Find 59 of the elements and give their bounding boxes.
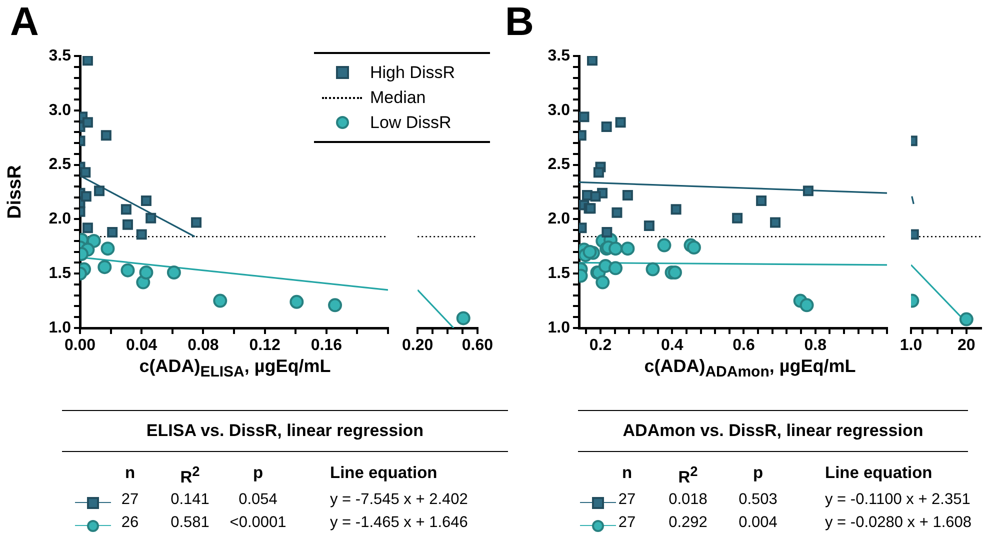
text: 27	[121, 491, 139, 508]
text: 0.503	[738, 491, 778, 509]
text: 0.054	[238, 491, 278, 509]
y-tick-label: 2.0	[48, 210, 72, 228]
text: p	[752, 464, 764, 483]
x-tick-label: 0.2	[589, 337, 612, 354]
text: R$^{2}$	[677, 464, 699, 488]
x-tick-label: 0.08	[188, 337, 219, 354]
y-tick-label: 1.5	[48, 265, 72, 282]
y-tick-label: 2.5	[48, 156, 72, 174]
legend-label: High DissR	[370, 62, 456, 82]
text: n	[620, 464, 634, 483]
text: 26	[121, 514, 139, 531]
y-tick-label: 2.5	[548, 156, 570, 174]
x-axis-title: c(ADA)$_{ELISA}$, µgEq/mL	[138, 356, 332, 381]
y-tick-label: 1.0	[548, 319, 570, 336]
x-tick-label: 0.16	[310, 337, 342, 354]
y-tick-label: 2.0	[548, 210, 570, 228]
text: y = -7.545 x + 2.402	[330, 491, 469, 509]
x-tick-label: 0.04	[126, 337, 158, 354]
x-tick-label: 0.00	[64, 337, 96, 354]
chart-title: A	[10, 0, 39, 45]
text: p	[252, 464, 264, 483]
x-tick-label: 0.20	[402, 337, 434, 354]
y-tick-label: 3.0	[548, 102, 570, 119]
x-tick-label: 1.0	[900, 337, 922, 354]
text: Line equation	[825, 464, 934, 483]
x-tick-label: 0.4	[660, 337, 684, 354]
x-tick-label: 0.6	[732, 337, 755, 354]
text: 0.018	[668, 491, 708, 509]
y-tick-label: 3.5	[48, 47, 72, 64]
text: R$^{2}$	[179, 464, 201, 488]
text: 0.141	[170, 491, 210, 509]
x-axis-title: c(ADA)$_{ADAmon}$, µgEq/mL	[643, 356, 857, 381]
text: 27	[618, 491, 636, 508]
x-tick-label: 0.60	[462, 337, 494, 354]
y-axis-title: DissR	[4, 164, 26, 219]
text: y = -0.1100 x + 2.351	[825, 491, 972, 509]
text: 0.581	[170, 514, 210, 531]
legend-label: Median	[370, 88, 426, 108]
text: <0.0001	[228, 514, 288, 532]
text: Line equation	[330, 464, 438, 483]
x-tick-label: 0.12	[249, 337, 280, 354]
text: 0.292	[668, 514, 708, 532]
text: 0.004	[738, 514, 778, 532]
legend-label: Low DissR	[370, 112, 452, 132]
x-tick-label: 20	[958, 337, 976, 354]
text: y = -0.0280 x + 1.608	[825, 514, 972, 532]
y-tick-label: 1.0	[48, 319, 72, 336]
y-tick-label: 3.5	[548, 47, 570, 64]
x-tick-label: 0.8	[804, 337, 827, 354]
text: n	[124, 464, 136, 483]
chart-title: B	[505, 0, 534, 45]
text: y = -1.465 x + 1.646	[330, 514, 469, 532]
text: ADAmon vs. DissR, linear regression	[578, 410, 968, 452]
y-tick-label: 1.5	[548, 265, 570, 282]
text: 27	[618, 514, 636, 531]
text: ELISA vs. DissR, linear regression	[62, 410, 508, 452]
y-tick-label: 3.0	[48, 102, 72, 119]
